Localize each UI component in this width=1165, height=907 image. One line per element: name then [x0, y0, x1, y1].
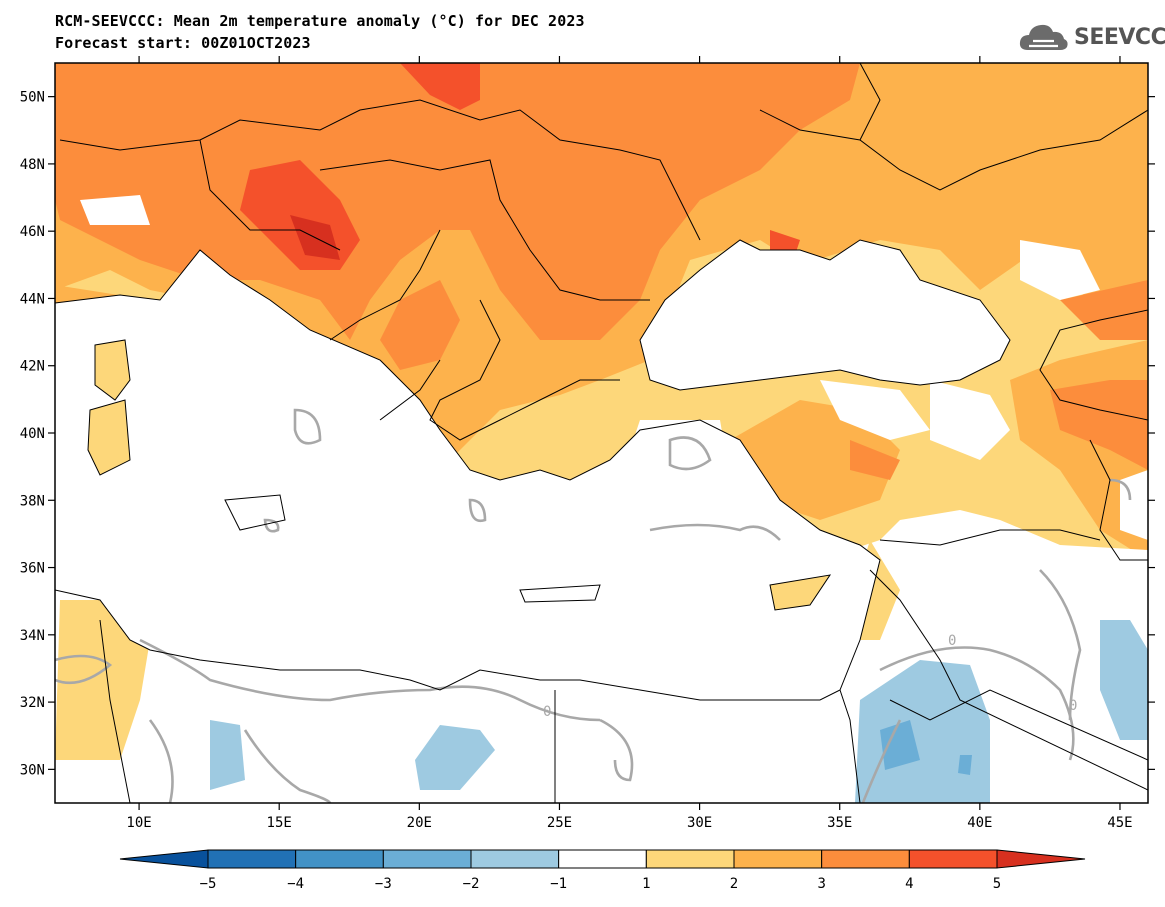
logo-text: SEEVCCC [1074, 24, 1165, 50]
lon-tick-label: 15E [267, 815, 292, 831]
lat-tick-label: 30N [20, 762, 45, 778]
lon-tick-label: 10E [126, 815, 151, 831]
coastlines-borders [55, 63, 1148, 803]
colorbar-label: 2 [730, 876, 738, 892]
colorbar-segment [558, 849, 647, 869]
colorbar-segment [645, 849, 735, 869]
colorbar-label: 5 [993, 876, 1001, 892]
lon-tick-label: 20E [407, 815, 432, 831]
colorbar-label: 3 [817, 876, 825, 892]
zero-contours [55, 408, 1132, 803]
colorbar-label: −3 [375, 876, 392, 892]
forecast-start: Forecast start: 00Z01OCT2023 [55, 34, 311, 52]
lat-tick-label: 40N [20, 426, 45, 442]
colorbar-label: −2 [463, 876, 480, 892]
colorbar-label: 4 [905, 876, 913, 892]
lat-tick-label: 42N [20, 359, 45, 375]
lon-tick-label: 40E [967, 815, 992, 831]
map-title: RCM-SEEVCCC: Mean 2m temperature anomaly… [55, 12, 585, 30]
colorbar-segment [996, 849, 1086, 869]
lon-tick-label: 25E [547, 815, 572, 831]
colorbar-label: −4 [287, 876, 304, 892]
colorbar-segment [207, 849, 297, 869]
colorbar-segment [908, 849, 998, 869]
colorbar-segment [821, 849, 910, 869]
longitude-axis: 10E 15E 20E 25E 30E 35E 40E 45E [126, 56, 1133, 831]
anomaly-fields: 0 0 0 [55, 63, 1148, 803]
lat-tick-label: 48N [20, 157, 45, 173]
contour-label: 0 [1069, 698, 1077, 714]
lat-tick-label: 46N [20, 224, 45, 240]
colorbar-segment [382, 849, 472, 869]
colorbar-label: −5 [200, 876, 217, 892]
lat-tick-label: 44N [20, 291, 45, 307]
contour-label: 0 [948, 633, 956, 649]
lat-tick-label: 50N [20, 90, 45, 106]
colorbar-segment [295, 849, 384, 869]
lat-tick-label: 36N [20, 561, 45, 577]
seevccc-logo: SEEVCCC [1018, 20, 1165, 54]
lon-tick-label: 30E [687, 815, 712, 831]
lon-tick-label: 45E [1107, 815, 1132, 831]
colorbar-segment [733, 849, 823, 869]
cloud-icon [1019, 24, 1068, 50]
lat-tick-label: 32N [20, 695, 45, 711]
colorbar: −5 −4 −3 −2 −1 1 2 3 4 5 [119, 849, 1086, 892]
lat-tick-label: 34N [20, 628, 45, 644]
lat-tick-label: 38N [20, 493, 45, 509]
colorbar-segment [119, 849, 209, 869]
colorbar-segment [470, 849, 560, 869]
lon-tick-label: 35E [827, 815, 852, 831]
colorbar-label: −1 [550, 876, 567, 892]
colorbar-label: 1 [642, 876, 650, 892]
latitude-axis: 50N 48N 46N 44N 42N 40N 38N 36N 34N 32N 30N [20, 90, 1155, 778]
contour-label: 0 [543, 704, 551, 720]
